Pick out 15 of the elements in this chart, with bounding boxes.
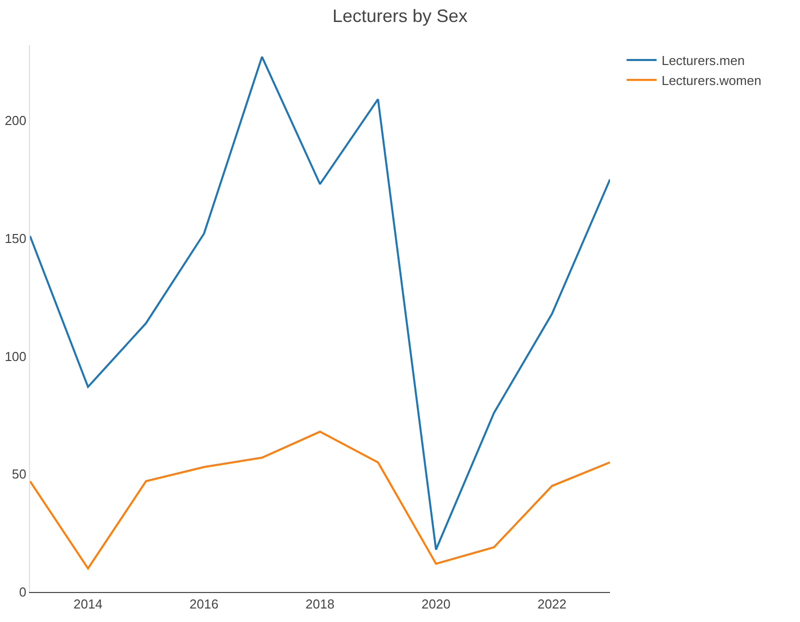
- legend-label: Lecturers.women: [662, 72, 762, 88]
- line-series: [30, 430, 610, 570]
- legend-label: Lecturers.men: [662, 53, 745, 68]
- x-tick-label: 2022: [538, 596, 566, 612]
- y-tick-label: 200: [4, 113, 26, 128]
- chart-title: Lecturers by Sex: [332, 6, 468, 26]
- x-tick-label: 2016: [190, 596, 218, 612]
- y-tick-label: 100: [4, 348, 26, 364]
- y-tick-label: 150: [4, 230, 26, 246]
- line-series: [30, 56, 610, 551]
- x-tick-label: 2020: [422, 596, 450, 612]
- y-tick-label: 0: [19, 584, 26, 600]
- x-tick-label: 2018: [306, 596, 334, 612]
- y-tick-label: 50: [12, 466, 26, 482]
- x-tick-label: 2014: [74, 596, 102, 612]
